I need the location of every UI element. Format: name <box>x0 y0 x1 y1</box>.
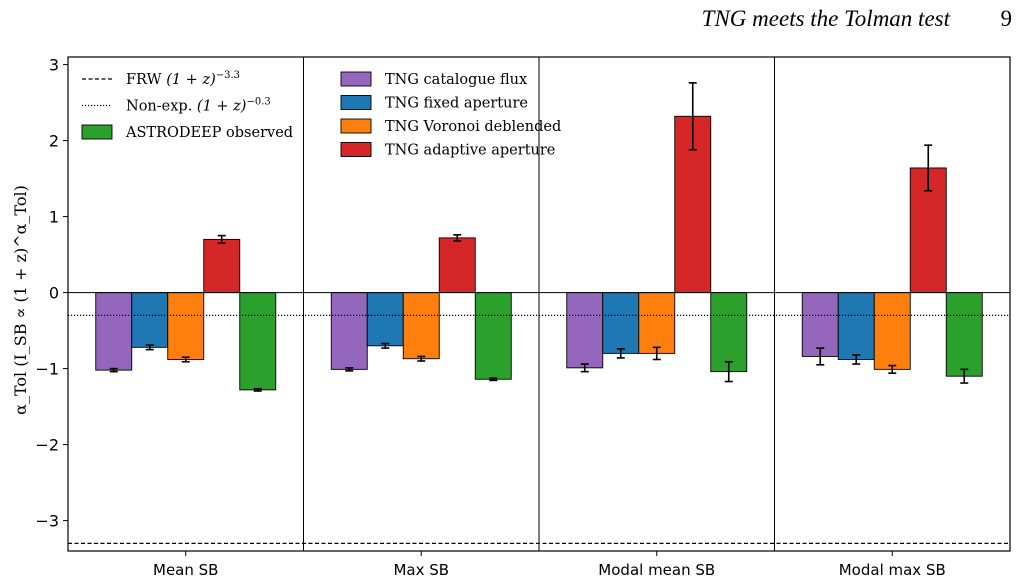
legend-entry: TNG fixed aperture <box>340 95 528 112</box>
legend-label: Non-exp. (1 + z)−0.3 <box>126 97 271 115</box>
axes-frame <box>67 56 1011 552</box>
errorbar <box>345 367 354 372</box>
y-tick-label: 1 <box>49 208 59 227</box>
bar-group <box>95 115 983 391</box>
errorbar <box>145 344 154 351</box>
legend-entry: TNG Voronoi deblended <box>340 118 561 135</box>
errorbar <box>217 234 226 244</box>
y-tick-label: 2 <box>49 132 59 151</box>
errorbar-group <box>109 82 969 392</box>
legend-label: TNG Voronoi deblended <box>385 119 561 135</box>
legend-swatch <box>340 71 372 87</box>
bar <box>837 292 875 360</box>
bar <box>438 237 476 294</box>
errorbar <box>924 144 933 192</box>
bar <box>131 292 169 348</box>
legend-entry: FRW (1 + z)−3.3 <box>82 70 240 88</box>
running-title: TNG meets the Tolman test <box>701 6 950 31</box>
errorbar <box>816 347 825 366</box>
legend-swatch <box>340 142 372 157</box>
errorbar <box>580 363 589 373</box>
bar <box>167 292 205 360</box>
legend-entry: ASTRODEEP observed <box>81 124 293 141</box>
y-tick-label: 3 <box>49 56 59 75</box>
errorbar <box>453 234 462 242</box>
bar <box>402 292 440 360</box>
legend-label: TNG adaptive aperture <box>385 143 555 159</box>
errorbar <box>381 342 390 349</box>
legend-label: FRW (1 + z)−3.3 <box>126 70 240 88</box>
bar <box>330 292 368 370</box>
page-number: 9 <box>1000 6 1013 31</box>
bar <box>710 292 748 373</box>
errorbar <box>616 348 625 359</box>
y-tick-label: −2 <box>35 436 59 455</box>
page-header: TNG meets the Tolman test 9 <box>0 0 1020 50</box>
y-tick-label: −3 <box>35 512 59 531</box>
y-axis-label: α_Tol (I_SB ∝ (1 + z)^α_Tol) <box>11 185 30 415</box>
errorbar <box>852 354 861 365</box>
errorbar <box>181 356 190 363</box>
errorbar <box>888 364 897 374</box>
y-tick-label: −1 <box>35 360 59 379</box>
bar <box>873 292 911 370</box>
bar <box>945 292 983 377</box>
bar <box>602 292 640 354</box>
legend-label: ASTRODEEP observed <box>125 125 293 141</box>
bar <box>638 292 676 354</box>
legend-swatch <box>340 118 372 134</box>
bar <box>366 292 404 347</box>
bar <box>474 292 512 380</box>
category-label: Modal max SB <box>839 561 946 579</box>
errorbar <box>253 387 262 392</box>
y-tick-label: 0 <box>49 284 59 303</box>
errorbar <box>688 82 697 151</box>
legend: FRW (1 + z)−3.3 Non-exp. (1 + z)−0.3 ASTRO… <box>81 70 561 159</box>
legend-label: TNG catalogue flux <box>385 72 527 88</box>
errorbar <box>109 367 118 373</box>
category-label: Max SB <box>393 561 449 579</box>
legend-swatch <box>340 95 372 110</box>
errorbar <box>417 355 426 362</box>
category-label: Modal mean SB <box>598 561 715 579</box>
bar <box>566 292 604 369</box>
errorbar <box>489 377 498 382</box>
legend-entry: TNG adaptive aperture <box>340 142 555 159</box>
errorbar <box>960 368 969 384</box>
bar <box>801 292 839 357</box>
legend-entry: TNG catalogue flux <box>340 71 527 88</box>
legend-entry: Non-exp. (1 + z)−0.3 <box>82 97 271 115</box>
bar <box>203 238 241 294</box>
axes: Mean SB Max SB Modal mean SB Modal max SB 3 2… <box>35 56 1011 579</box>
errorbar <box>652 346 661 361</box>
bar <box>95 292 133 371</box>
legend-swatch <box>81 124 113 140</box>
bar <box>239 292 277 391</box>
errorbar <box>724 360 733 383</box>
legend-label: TNG fixed aperture <box>385 96 528 112</box>
category-label: Mean SB <box>153 561 218 579</box>
